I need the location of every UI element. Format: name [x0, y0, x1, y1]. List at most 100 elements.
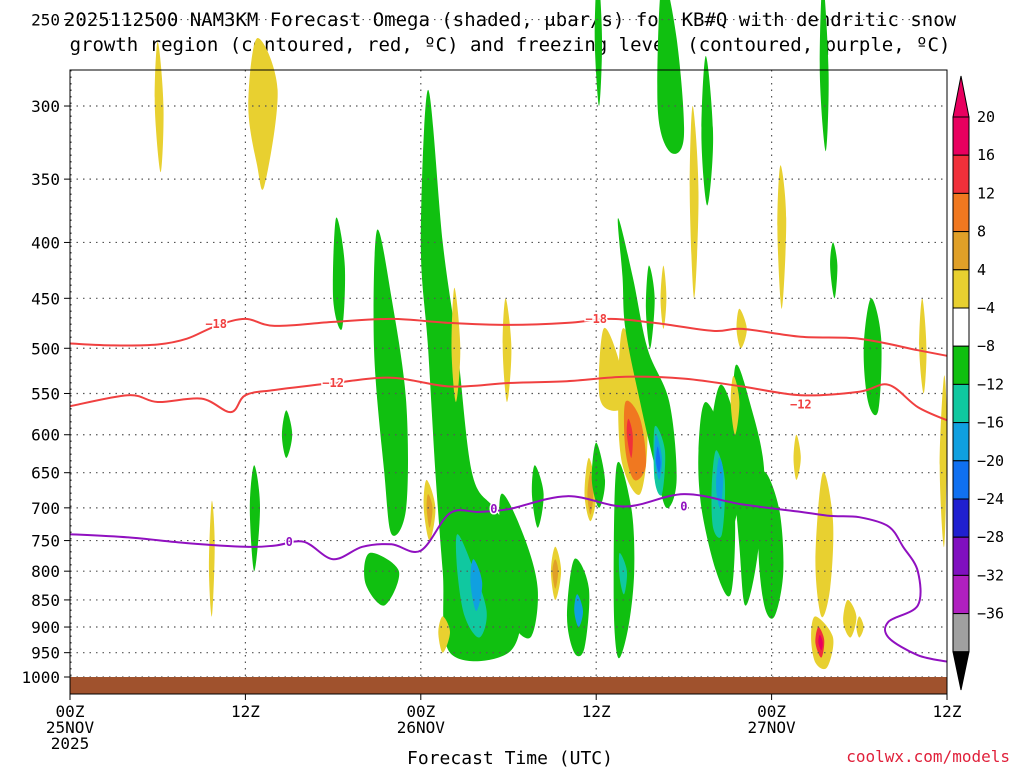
- colorbar-swatch: [952, 269, 970, 309]
- colorbar-swatch: [952, 536, 970, 576]
- omega-shading: [154, 0, 947, 670]
- omega-region: [499, 493, 538, 639]
- isotherm-label: 0: [490, 502, 497, 516]
- y-tick-label: 450: [31, 289, 60, 308]
- omega-region: [626, 418, 633, 458]
- y-tick-label: 750: [31, 532, 60, 551]
- y-tick-label: 550: [31, 384, 60, 403]
- colorbar-label: 4: [977, 261, 986, 279]
- colorbar-label: 8: [977, 223, 986, 241]
- x-tick-label: 2025: [51, 734, 90, 753]
- omega-region: [689, 106, 699, 299]
- omega-region: [531, 465, 544, 528]
- ground-surface: [70, 677, 947, 694]
- y-tick-label: 700: [31, 499, 60, 518]
- y-axis: 250 300 350 400 450 500 550 600 650 700 750 800 850 9…: [21, 11, 70, 687]
- colorbar-swatch: [952, 422, 970, 462]
- omega-region: [154, 41, 164, 173]
- colorbar-bottom-triangle: [952, 651, 970, 691]
- colorbar-label: 20: [977, 108, 995, 126]
- y-tick-label: 600: [31, 426, 60, 445]
- colorbar-swatch: [952, 307, 970, 347]
- colorbar-swatch: [952, 116, 970, 156]
- omega-region: [208, 500, 215, 617]
- x-tick-label: 26NOV: [397, 718, 446, 737]
- colorbar-swatch: [952, 154, 970, 194]
- isotherm-label: 0: [680, 499, 687, 513]
- omega-region: [919, 298, 927, 394]
- plot-frame: [69, 69, 948, 695]
- x-tick-label: 00Z: [757, 702, 786, 721]
- omega-region: [552, 559, 559, 589]
- colorbar-label: −16: [977, 414, 1004, 432]
- omega-region: [591, 442, 606, 508]
- omega-region: [645, 265, 655, 349]
- isotherm-label: −18: [205, 317, 227, 331]
- omega-region: [373, 229, 408, 536]
- omega-region: [716, 457, 724, 509]
- y-tick-label: 250: [31, 11, 60, 30]
- colorbar-top-triangle: [952, 75, 970, 118]
- y-tick-label: 900: [31, 618, 60, 637]
- omega-region: [656, 446, 661, 473]
- x-tick-label: 12Z: [582, 702, 611, 721]
- isotherm-line: [69, 375, 948, 422]
- colorbar-label: −12: [977, 375, 1004, 393]
- isotherm-line: [69, 493, 948, 663]
- colorbar-swatch: [952, 574, 970, 615]
- colorbar-swatch: [952, 345, 970, 385]
- colorbar-swatch: [952, 231, 970, 271]
- x-tick-label: 25NOV: [46, 718, 95, 737]
- credit-text: coolwx.com/models: [846, 747, 1010, 766]
- x-tick-label: 12Z: [933, 702, 962, 721]
- colorbar-label: −32: [977, 566, 1004, 584]
- omega-region: [248, 38, 278, 190]
- x-tick-label: 00Z: [406, 702, 435, 721]
- colorbar-label: −4: [977, 299, 995, 317]
- colorbar-swatch: [952, 613, 970, 653]
- x-tick-label: 27NOV: [748, 718, 797, 737]
- omega-region: [420, 89, 524, 662]
- isotherm-label: −12: [322, 376, 344, 390]
- omega-region: [815, 471, 834, 618]
- y-tick-label: 300: [31, 97, 60, 116]
- colorbar-swatch: [952, 383, 970, 424]
- colorbar-label: −24: [977, 490, 1004, 508]
- x-axis-label: Forecast Time (UTC): [407, 748, 613, 768]
- omega-region: [830, 242, 838, 299]
- isotherm-line: [69, 317, 948, 357]
- x-tick-label: 12Z: [231, 702, 260, 721]
- chart-title-line2: growth region (contoured, red, ºC) and f…: [70, 34, 951, 56]
- ground-bar: [70, 677, 947, 694]
- omega-region: [730, 375, 740, 435]
- omega-region: [613, 461, 635, 659]
- y-tick-label: 950: [31, 644, 60, 663]
- omega-region: [617, 218, 677, 509]
- omega-region: [438, 616, 450, 653]
- colorbar-swatch: [952, 498, 970, 538]
- colorbar-label: −36: [977, 605, 1004, 623]
- omega-region: [618, 552, 628, 595]
- omega-region: [758, 471, 784, 619]
- colorbar-label: 16: [977, 146, 995, 164]
- temperature-contours: −18 −18 −12 −12 0 0 0: [69, 310, 948, 663]
- omega-region: [939, 375, 947, 548]
- y-tick-label: 850: [31, 591, 60, 610]
- omega-region: [249, 465, 260, 572]
- x-tick-label: 00Z: [56, 702, 85, 721]
- y-tick-label: 1000: [21, 668, 60, 687]
- omega-region: [793, 434, 801, 480]
- y-tick-label: 800: [31, 562, 60, 581]
- omega-region: [818, 634, 823, 651]
- omega-region: [657, 0, 685, 154]
- colorbar-label: −8: [977, 337, 995, 355]
- omega-region: [819, 0, 829, 152]
- omega-region: [863, 298, 882, 416]
- colorbar: 20 16 12 8 4 −4 −8 −12 −16 −20 −24 −28 −32 −36: [952, 75, 1004, 691]
- isotherm-label: 0: [286, 535, 293, 549]
- omega-region: [843, 599, 857, 638]
- colorbar-swatch: [952, 460, 970, 500]
- omega-region: [364, 552, 400, 606]
